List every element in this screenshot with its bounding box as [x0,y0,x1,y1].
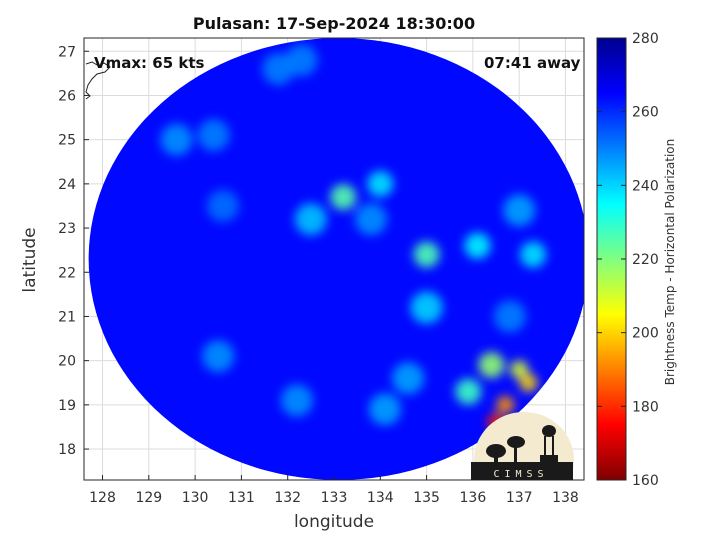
y-tick-label: 24 [58,177,76,193]
y-tick-label: 25 [58,133,76,149]
brightness-feature [510,360,529,379]
x-tick-label: 138 [552,490,579,506]
x-axis-label: longitude [293,512,375,532]
time-away-annotation: 07:41 away [484,54,581,72]
y-tick-label: 19 [58,398,76,414]
brightness-feature [367,170,394,197]
logo-text: CIMSS [493,469,548,480]
y-tick-label: 20 [58,354,76,370]
x-tick-label: 133 [321,490,348,506]
x-tick-label: 128 [89,490,116,506]
x-tick-label: 135 [413,490,440,506]
brightness-feature [464,232,491,259]
x-tick-label: 136 [460,490,487,506]
x-tick-label: 134 [367,490,394,506]
colorbar-tick-label: 280 [632,31,659,47]
x-tick-label: 130 [182,490,209,506]
colorbar-tick-label: 180 [632,399,659,415]
brightness-feature [519,373,538,392]
brightness-feature [294,203,327,236]
y-tick-label: 22 [58,265,76,281]
colorbar-label: Brightness Temp - Horizontal Polarizatio… [663,138,677,386]
brightness-feature [202,340,235,373]
colorbar-tick-label: 220 [632,252,659,268]
y-tick-label: 23 [58,221,76,237]
brightness-feature [520,241,547,268]
chart-title: Pulasan: 17-Sep-2024 18:30:00 [192,14,476,33]
colorbar-tick-label: 200 [632,326,659,342]
brightness-feature [413,241,440,268]
brightness-feature [206,189,239,222]
vmax-annotation: Vmax: 65 kts [94,54,205,72]
colorbar-tick-label: 240 [632,178,659,194]
x-tick-label: 132 [274,490,301,506]
y-axis-label: latitude [20,227,40,293]
brightness-feature [496,395,515,414]
brightness-feature [197,119,230,152]
y-tick-label: 26 [58,88,76,104]
colorbar-ticks: 160 180 200 220 240 260 280 [597,31,659,489]
brightness-feature [355,203,388,236]
x-axis: 128 129 130 131 132 133 134 135 136 137 138 [89,475,579,506]
brightness-feature [330,184,357,211]
brightness-feature [478,352,505,379]
brightness-feature [280,384,313,417]
x-tick-label: 137 [506,490,533,506]
brightness-feature [160,123,193,156]
coastline [85,61,111,100]
brightness-feature [285,44,318,77]
brightness-features [160,44,547,432]
brightness-feature [368,393,401,426]
cimss-logo: CIMSS [471,412,574,480]
y-tick-label: 18 [58,442,76,458]
y-axis: 18 19 20 21 22 23 24 25 26 27 [58,44,89,458]
brightness-feature [392,362,425,395]
brightness-feature [493,300,526,333]
y-tick-label: 21 [58,309,76,325]
brightness-feature [455,378,482,405]
brightness-feature [410,291,443,324]
x-tick-label: 129 [135,490,162,506]
brightness-feature [503,194,536,227]
colorbar-tick-label: 260 [632,105,659,121]
y-tick-label: 27 [58,44,76,60]
colorbar-tick-label: 160 [632,473,659,489]
x-tick-label: 131 [228,490,255,506]
